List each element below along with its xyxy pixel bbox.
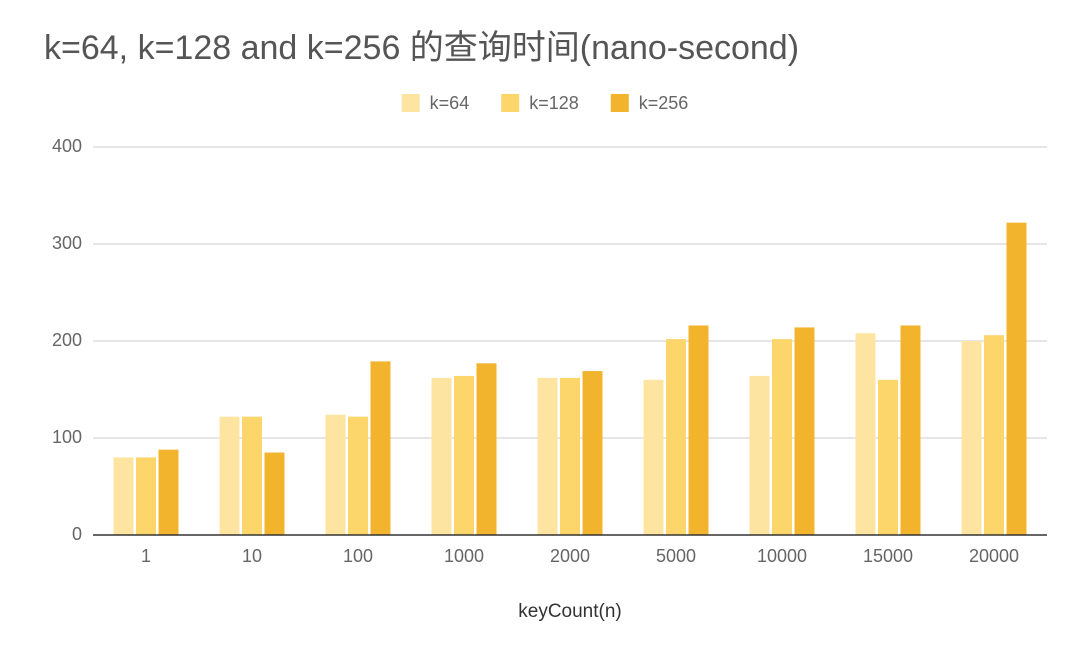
- bar: [560, 377, 580, 535]
- legend-label: k=64: [430, 93, 470, 113]
- bar: [643, 379, 664, 535]
- bar: [158, 449, 179, 535]
- bar: [794, 327, 815, 535]
- legend-label: k=128: [529, 93, 579, 113]
- bar: [113, 457, 134, 535]
- x-tick-label: 1000: [444, 546, 484, 566]
- legend-swatch: [610, 94, 629, 112]
- bar: [878, 379, 898, 535]
- legend-swatch: [401, 94, 420, 112]
- bar: [961, 341, 982, 535]
- bar: [454, 375, 474, 535]
- x-tick-label: 10000: [757, 546, 807, 566]
- bar: [772, 339, 792, 535]
- legend-label: k=256: [639, 93, 689, 113]
- bar: [582, 371, 603, 535]
- bar: [348, 416, 368, 535]
- x-tick-label: 2000: [550, 546, 590, 566]
- x-tick-label: 10: [242, 546, 262, 566]
- bar: [476, 363, 497, 535]
- bar: [242, 416, 262, 535]
- chart-title: k=64, k=128 and k=256 的查询时间(nano-second): [44, 29, 799, 67]
- y-tick-label: 200: [52, 330, 82, 350]
- bar: [855, 333, 876, 535]
- bar: [900, 325, 921, 535]
- x-tick-label: 100: [343, 546, 373, 566]
- legend-swatch: [501, 94, 520, 112]
- bar: [431, 377, 452, 535]
- x-tick-label: 5000: [656, 546, 696, 566]
- bar: [370, 361, 391, 535]
- bar: [749, 375, 770, 535]
- bar: [1006, 222, 1027, 535]
- bar: [325, 414, 346, 535]
- x-axis-label: keyCount(n): [518, 601, 622, 622]
- bar: [264, 452, 285, 535]
- y-tick-label: 0: [72, 524, 82, 544]
- x-tick-label: 20000: [969, 546, 1019, 566]
- bar: [537, 377, 558, 535]
- x-tick-label: 15000: [863, 546, 913, 566]
- bar: [219, 416, 240, 535]
- x-tick-label: 1: [141, 546, 151, 566]
- bar: [666, 339, 686, 535]
- y-tick-label: 100: [52, 427, 82, 447]
- y-tick-label: 300: [52, 233, 82, 253]
- y-tick-label: 400: [52, 136, 82, 156]
- bar: [688, 325, 709, 535]
- bar: [136, 457, 156, 535]
- bar: [984, 335, 1004, 535]
